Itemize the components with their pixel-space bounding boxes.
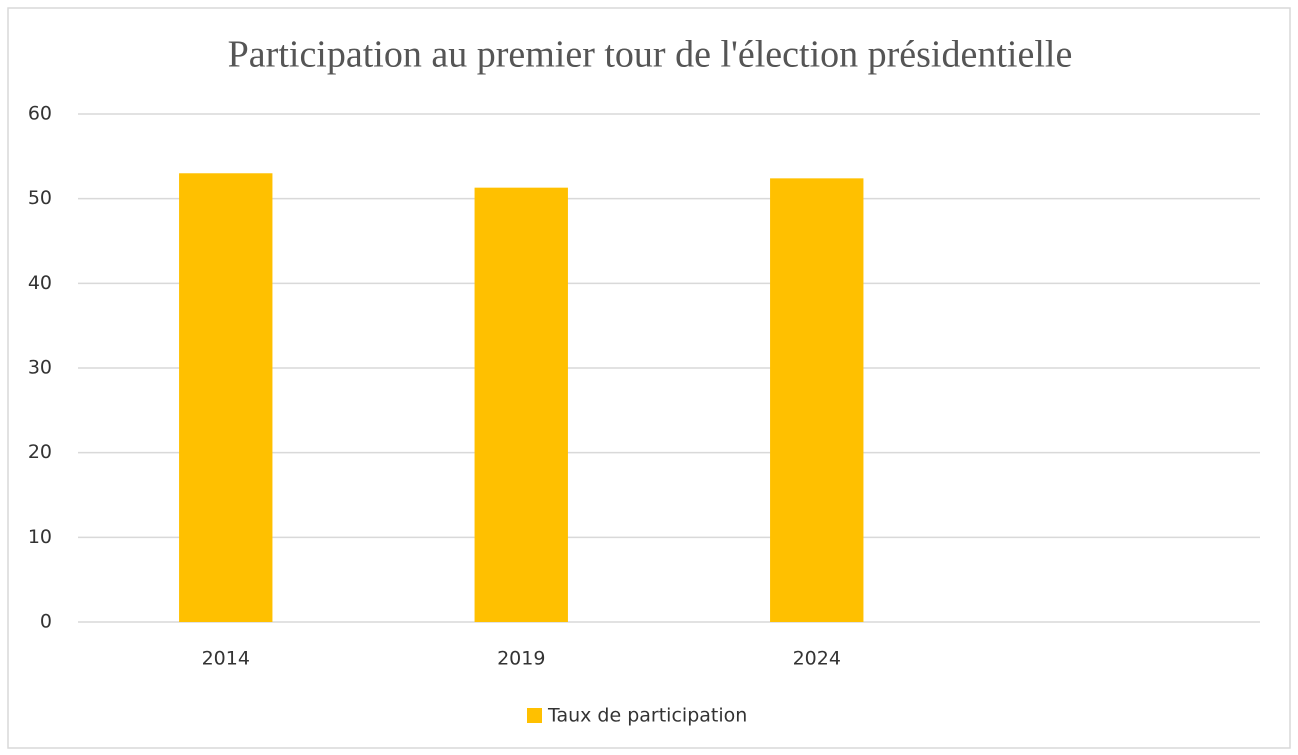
legend-label: Taux de participation <box>547 705 747 727</box>
x-tick-label: 2019 <box>497 648 545 670</box>
x-tick-label: 2014 <box>202 648 250 670</box>
chart-title: Participation au premier tour de l'élect… <box>228 34 1073 76</box>
x-tick-label: 2024 <box>793 648 841 670</box>
legend-swatch <box>527 708 542 723</box>
y-tick-label: 60 <box>28 103 52 125</box>
y-tick-label: 40 <box>28 272 52 294</box>
bar <box>179 173 273 622</box>
y-tick-label: 20 <box>28 441 52 463</box>
y-tick-label: 10 <box>28 526 52 548</box>
y-tick-label: 30 <box>28 357 52 379</box>
bar <box>474 187 568 622</box>
y-tick-label: 0 <box>40 611 52 633</box>
bar <box>770 178 864 622</box>
y-tick-label: 50 <box>28 187 52 209</box>
